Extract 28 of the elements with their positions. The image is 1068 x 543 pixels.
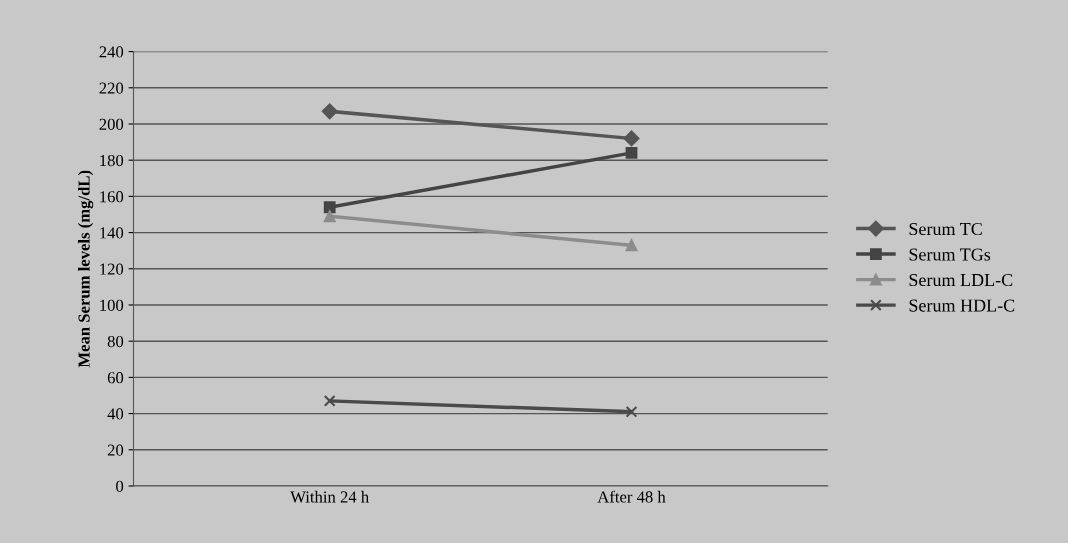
- point: [625, 405, 638, 418]
- y-tick-label: 100: [100, 299, 124, 311]
- y-tick-label: 240: [99, 46, 124, 58]
- y-tick-label: 160: [100, 191, 124, 203]
- y-tick-label: 60: [107, 372, 124, 384]
- legend-label: Serum HDL-C: [909, 299, 1015, 312]
- x-tick-label: Within 24 h: [290, 490, 369, 503]
- y-tick-label: 0: [116, 480, 124, 492]
- point: [623, 130, 640, 147]
- y-axis-title: Mean Serum levels (mg/dL): [77, 170, 94, 368]
- legend-label: Serum TC: [909, 222, 982, 236]
- point: [625, 147, 638, 159]
- point: [625, 239, 638, 252]
- point: [321, 103, 338, 120]
- y-tick-label: 20: [107, 444, 124, 456]
- point: [323, 201, 336, 214]
- point: [323, 210, 336, 223]
- x-tick-label: After 48 h: [597, 490, 666, 503]
- y-tick-label: 200: [99, 118, 124, 130]
- legend-label: Serum TGs: [909, 248, 991, 261]
- y-tick-label: 40: [107, 408, 124, 420]
- y-tick-label: 80: [107, 335, 124, 348]
- y-tick-label: 220: [99, 82, 124, 94]
- y-tick-label: 180: [100, 154, 124, 167]
- legend-label: Serum LDL-C: [909, 273, 1013, 287]
- point: [323, 395, 336, 407]
- y-tick-label: 120: [100, 263, 124, 275]
- y-tick-label: 140: [100, 227, 124, 239]
